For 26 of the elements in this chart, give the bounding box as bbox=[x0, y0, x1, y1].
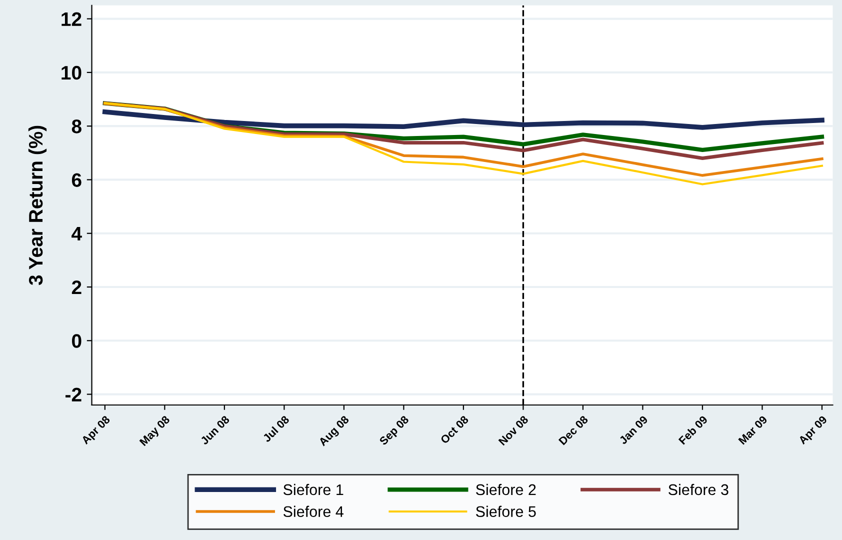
x-tick-label: Sep 08 bbox=[378, 415, 411, 448]
x-tick-label: Jan 09 bbox=[618, 415, 648, 445]
y-tick-label: -2 bbox=[66, 388, 82, 402]
x-tick-label: Apr 08 bbox=[80, 415, 112, 446]
legend-label: Siefore 4 bbox=[283, 506, 344, 518]
y-tick-label: 0 bbox=[72, 334, 82, 348]
y-tick-label: 2 bbox=[72, 280, 82, 294]
legend-label: Siefore 5 bbox=[476, 506, 536, 518]
legend-label: Siefore 2 bbox=[476, 484, 536, 496]
x-tick-label: Jul 08 bbox=[262, 414, 290, 443]
y-axis-title: 3 Year Return (%) bbox=[28, 126, 47, 286]
x-tick-label: Jun 08 bbox=[200, 415, 230, 446]
legend-label: Siefore 3 bbox=[668, 484, 728, 496]
y-tick-label: 10 bbox=[62, 66, 82, 80]
x-tick-label: Oct 08 bbox=[440, 415, 469, 444]
y-tick-label: 12 bbox=[62, 12, 82, 26]
x-tick-label: Nov 08 bbox=[498, 415, 529, 446]
legend-label: Siefore 1 bbox=[283, 484, 344, 496]
line-series bbox=[102, 109, 824, 130]
x-tick-label: Feb 09 bbox=[678, 415, 708, 445]
x-tick-label: Dec 08 bbox=[558, 415, 588, 446]
y-tick-label: 6 bbox=[72, 173, 82, 187]
y-tick-label: 4 bbox=[72, 227, 82, 240]
y-tick-label: 8 bbox=[72, 120, 82, 134]
x-tick-label: Mar 09 bbox=[738, 415, 768, 445]
x-tick-label: Apr 09 bbox=[798, 415, 830, 446]
